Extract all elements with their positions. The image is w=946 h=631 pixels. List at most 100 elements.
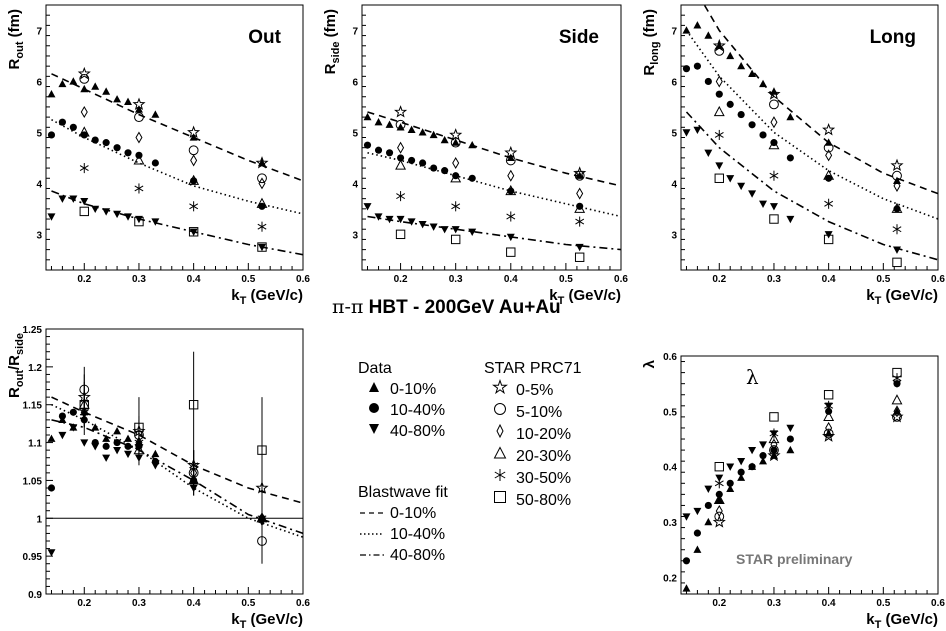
y-tick-label: 3 xyxy=(36,230,42,241)
data-point-star xyxy=(822,122,836,136)
data-point-open-circle xyxy=(134,112,144,123)
data-point-tri-up xyxy=(91,423,100,431)
data-point-tri-up xyxy=(80,84,89,93)
data-point-square xyxy=(892,257,902,268)
data-point-tri-up xyxy=(468,140,477,149)
data-point-open-circle xyxy=(450,137,461,148)
y-tick-label: 0.6 xyxy=(663,352,677,363)
data-point-tri-down xyxy=(693,507,702,516)
tri-down-icon xyxy=(369,424,379,434)
data-point-star xyxy=(77,66,91,80)
data-point-open-tri xyxy=(891,202,903,213)
plot-frame xyxy=(45,328,304,595)
legend-label: 0-10% xyxy=(390,381,437,398)
x-tick-label: 0.5 xyxy=(559,274,573,285)
data-point-circle xyxy=(726,479,734,487)
data-point-asterisk xyxy=(714,129,724,140)
data-point-asterisk xyxy=(824,400,834,411)
data-point-diamond xyxy=(825,421,833,434)
data-point-tri-down xyxy=(786,215,795,224)
x-tick-label: 0.3 xyxy=(132,598,146,609)
x-tick-label: 0.2 xyxy=(77,274,91,285)
legend-marker-icon xyxy=(484,423,516,445)
data-point-diamond xyxy=(770,116,778,129)
data-point-tri-up xyxy=(704,31,713,39)
legend-label: 5-10% xyxy=(516,403,563,421)
data-point-tri-down xyxy=(80,439,89,447)
legend-label: 0-5% xyxy=(516,381,554,399)
data-point-tri-down xyxy=(737,182,746,191)
data-point-diamond xyxy=(507,169,515,182)
legend-star-row: 30-50% xyxy=(484,467,582,489)
data-point-tri-up xyxy=(693,545,702,553)
x-tick-label: 0.4 xyxy=(504,274,518,285)
data-point-tri-down xyxy=(58,431,67,440)
data-point-tri-up xyxy=(124,434,133,442)
fit-curve-dashdot xyxy=(685,111,938,261)
data-point-asterisk xyxy=(257,221,267,232)
data-point-circle xyxy=(759,452,767,460)
data-point-open-circle xyxy=(257,173,267,184)
legend-marker-icon xyxy=(484,401,516,423)
star-icon xyxy=(491,378,509,395)
x-tick-label: 0.5 xyxy=(241,274,255,285)
data-point-circle xyxy=(737,468,745,476)
data-point-tri-up xyxy=(726,484,735,492)
data-point-open-circle xyxy=(395,119,406,130)
legend-label: 20-30% xyxy=(516,447,572,465)
data-point-tri-up xyxy=(682,26,691,34)
data-point-circle xyxy=(693,62,701,70)
x-axis-label: kT​ (GeV/c) xyxy=(866,287,938,307)
x-tick-label: 0.3 xyxy=(132,274,146,285)
legend-data-row: 0-10% xyxy=(358,379,445,400)
open-circle-icon xyxy=(494,403,506,415)
data-point-tri-up xyxy=(769,87,778,95)
data-point-star xyxy=(767,87,781,100)
y-tick-label: 4 xyxy=(352,179,358,190)
data-point-diamond xyxy=(715,504,723,518)
data-point-circle xyxy=(151,159,159,167)
data-point-star xyxy=(712,38,726,52)
data-point-tri-up xyxy=(58,79,67,88)
data-point-square xyxy=(257,242,267,252)
x-tick-label: 0.4 xyxy=(187,598,201,609)
dash-line-icon xyxy=(358,503,390,524)
x-tick-label: 0.5 xyxy=(241,598,255,609)
legend-star-row: 10-20% xyxy=(484,423,582,445)
legend-data-header: Data xyxy=(358,360,392,377)
data-point-tri-down xyxy=(396,215,405,224)
data-point-tri-down xyxy=(682,129,691,137)
data-point-tri-up xyxy=(385,120,394,128)
data-point-tri-up xyxy=(151,110,160,118)
x-tick-label: 0.2 xyxy=(394,274,408,285)
legend-data: Data 0-10% 10-40% 40-80% xyxy=(358,358,445,442)
data-point-tri-up xyxy=(715,495,724,504)
data-point-tri-down xyxy=(69,424,78,432)
x-tick-label: 0.4 xyxy=(187,274,201,285)
data-point-asterisk xyxy=(189,201,199,212)
data-point-circle xyxy=(786,154,794,162)
data-point-tri-down xyxy=(69,195,78,203)
legend-star-row: 0-5% xyxy=(484,378,582,401)
data-point-circle xyxy=(682,65,691,73)
data-point-star xyxy=(255,156,269,169)
panel-inner-label: λ xyxy=(746,365,759,389)
data-point-asterisk xyxy=(769,170,779,181)
data-point-circle xyxy=(825,174,833,182)
data-point-square xyxy=(769,214,779,224)
data-point-asterisk xyxy=(769,428,779,439)
legend-fit: Blastwave fit 0-10% 10-40% 40-80% xyxy=(358,482,448,566)
fit-curve-dash xyxy=(51,73,303,182)
y-tick-label: 1.2 xyxy=(28,363,42,374)
y-axis-label: Rout​ (fm) xyxy=(6,9,26,69)
data-point-tri-up xyxy=(748,69,757,77)
data-point-square xyxy=(823,234,834,245)
data-point-open-tri xyxy=(256,197,268,208)
y-axis-label: Rlong​ (fm) xyxy=(641,9,661,76)
fit-curve-dot xyxy=(51,403,303,538)
x-tick-label: 0.2 xyxy=(712,598,726,609)
data-point-tri-down xyxy=(468,228,477,236)
data-point-diamond xyxy=(576,187,584,200)
data-point-asterisk xyxy=(575,216,585,227)
x-tick-label: 0.2 xyxy=(712,274,726,285)
